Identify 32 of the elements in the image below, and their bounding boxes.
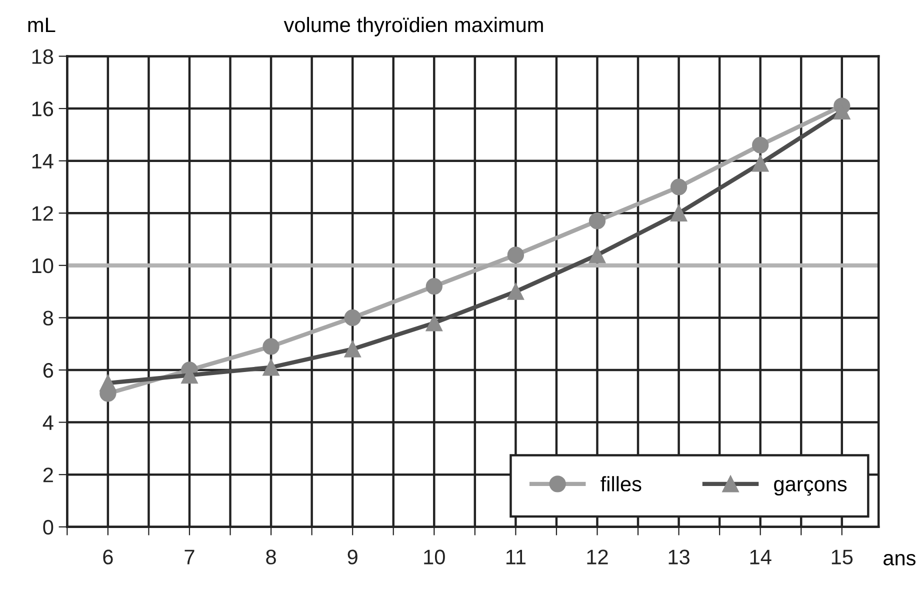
y-tick-label: 8 bbox=[43, 310, 54, 326]
y-axis-title: mL bbox=[28, 18, 56, 32]
x-tick-label: 12 bbox=[587, 550, 608, 564]
x-axis-title: ans bbox=[884, 554, 916, 566]
chart-title: volume thyroïdien maximum bbox=[284, 16, 543, 36]
point bbox=[262, 338, 280, 355]
y-tick-label: 10 bbox=[32, 258, 54, 274]
point bbox=[426, 278, 442, 295]
x-tick-label: 9 bbox=[348, 550, 358, 564]
point bbox=[670, 178, 688, 196]
y-tick-label: 12 bbox=[32, 206, 53, 221]
x-tick-label: 6 bbox=[103, 550, 113, 564]
legend-label: filles bbox=[600, 476, 642, 492]
x-tick-label: 8 bbox=[266, 550, 276, 564]
x-tick-label: 11 bbox=[506, 550, 526, 564]
y-tick-label: 6 bbox=[43, 363, 54, 378]
y-tick-label: 4 bbox=[42, 416, 54, 430]
y-tick-label: 0 bbox=[43, 520, 54, 535]
y-tick-label: 2 bbox=[43, 468, 53, 482]
x-tick-label: 7 bbox=[184, 550, 194, 564]
x-tick-label: 10 bbox=[424, 550, 445, 564]
point bbox=[507, 246, 524, 264]
x-tick-label: 13 bbox=[668, 550, 690, 564]
legend-label: garçons bbox=[774, 480, 847, 496]
point bbox=[588, 212, 606, 230]
x-tick-label: 15 bbox=[832, 550, 853, 564]
point bbox=[752, 136, 769, 154]
y-tick-label: 14 bbox=[32, 154, 54, 168]
y-tick-label: 16 bbox=[32, 102, 54, 116]
point bbox=[344, 309, 361, 326]
x-tick-label: 14 bbox=[750, 550, 772, 564]
y-tick-label: 18 bbox=[32, 49, 54, 64]
